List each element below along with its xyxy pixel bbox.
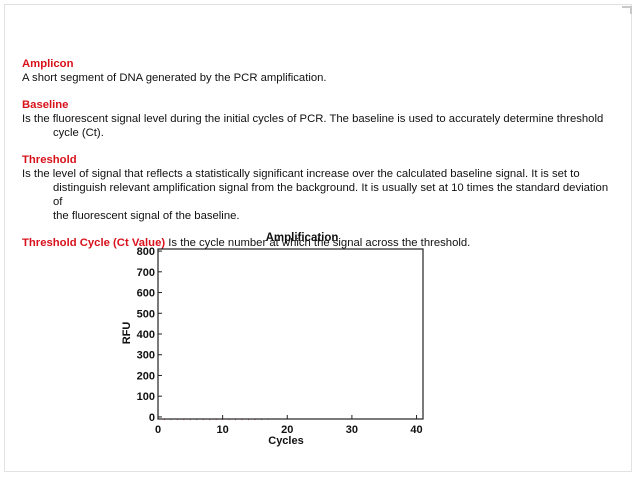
y-tick-label: 800 [137,246,155,258]
amplification-chart: Amplification Cycles RFU 010020030040050… [121,232,424,447]
chart-title: Amplification [266,232,339,244]
x-tick-label: 20 [281,424,293,436]
y-tick-label: 100 [137,391,155,403]
definition-text: Is the cycle number at which the signal … [165,237,471,249]
y-axis-label: RFU [121,322,133,345]
definition-threshold-cycle: Threshold Cycle (Ct Value) Is the cycle … [22,236,612,250]
term-amplicon: Amplicon [22,58,74,70]
y-tick-label: 200 [137,370,155,382]
y-tick-label: 400 [137,329,155,341]
plot-area [157,248,424,420]
x-axis-label: Cycles [268,435,303,447]
x-tick-label: 0 [155,424,161,436]
definition-text: Is the level of signal that reflects a s… [22,168,580,180]
term-threshold: Threshold [22,154,77,166]
definition-threshold: Threshold Is the level of signal that re… [22,153,612,223]
corner-decoration [622,6,632,14]
definition-line: Threshold Cycle (Ct Value) Is the cycle … [22,236,612,250]
y-tick-label: 600 [137,288,155,300]
y-tick-label: 700 [137,267,155,279]
definition-amplicon: Amplicon A short segment of DNA generate… [22,57,612,85]
y-tick-label: 500 [137,308,155,320]
slide-frame [4,4,632,472]
x-tick-label: 40 [410,424,422,436]
definitions-list: Amplicon A short segment of DNA generate… [22,57,612,250]
definition-text: cycle (Ct). [53,127,104,139]
term-threshold-cycle: Threshold Cycle (Ct Value) [22,237,166,249]
axes: 0 100 200 300 400 500 600 700 800 0 10 20 30 40 [137,246,424,436]
definition-text: A short segment of DNA generated by the … [22,72,327,84]
y-tick-label: 0 [149,412,155,424]
y-tick-label: 300 [137,350,155,362]
x-tick-label: 30 [346,424,358,436]
term-baseline: Baseline [22,99,69,111]
x-tick-label: 10 [217,424,229,436]
definition-text: distinguish relevant amplification signa… [53,182,609,208]
definition-text: the fluorescent signal of the baseline. [53,210,240,222]
definition-baseline: Baseline Is the fluorescent signal level… [22,98,612,140]
definition-text: Is the fluorescent signal level during t… [22,113,604,125]
